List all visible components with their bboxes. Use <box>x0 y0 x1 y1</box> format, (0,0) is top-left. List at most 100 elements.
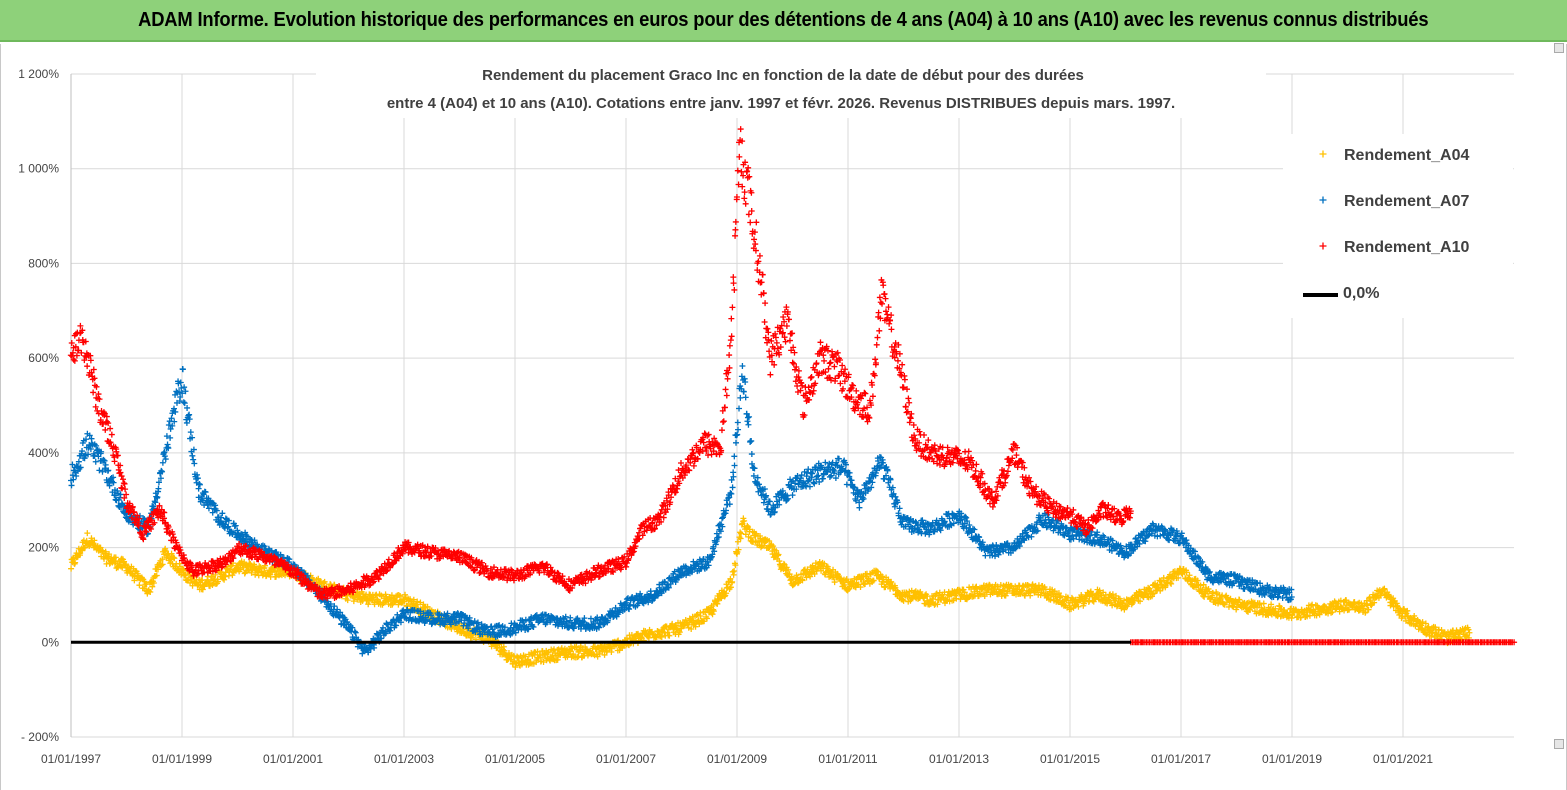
data-point <box>732 562 739 569</box>
chart-frame: - 200% 0% 200% 400% 600% 800% 1 000% 1 200% 01/0… <box>0 43 1567 790</box>
data-point <box>147 589 154 596</box>
data-point <box>112 554 119 561</box>
data-point <box>456 624 463 631</box>
data-point <box>154 566 161 573</box>
data-point <box>744 522 751 529</box>
x-tick-label: 01/01/2011 <box>818 752 877 766</box>
data-point <box>789 492 796 499</box>
data-point <box>150 579 157 586</box>
data-point <box>638 634 645 641</box>
data-point <box>735 426 742 433</box>
series-layer <box>67 126 1518 671</box>
data-point <box>195 485 202 492</box>
x-tick-label: 01/01/2007 <box>596 752 656 766</box>
data-point <box>812 560 819 567</box>
data-point <box>397 592 404 599</box>
data-point <box>72 559 79 566</box>
data-point <box>240 564 247 571</box>
data-point <box>1002 592 1009 599</box>
data-point <box>159 459 166 466</box>
data-point <box>623 635 630 642</box>
data-point <box>814 473 821 480</box>
data-point <box>248 569 255 576</box>
chart-banner: ADAM Informe. Evolution historique des p… <box>0 0 1567 42</box>
data-point <box>780 560 787 567</box>
y-tick-label: 400% <box>28 446 59 460</box>
data-point <box>84 530 91 537</box>
data-point <box>703 615 710 622</box>
data-point <box>798 472 805 479</box>
y-tick-label: 800% <box>28 256 59 270</box>
data-point <box>745 421 752 428</box>
data-point <box>757 544 764 551</box>
data-point <box>596 650 603 657</box>
data-point <box>734 538 741 545</box>
y-tick-label: 200% <box>28 541 59 555</box>
data-point <box>352 592 359 599</box>
y-tick-label: 0% <box>42 635 60 649</box>
data-point <box>973 583 980 590</box>
data-point <box>96 467 103 474</box>
data-point <box>136 582 143 589</box>
data-point <box>187 429 194 436</box>
axis-layer: - 200%0%200%400%600%800%1 000%1 200%01/0… <box>18 67 1433 766</box>
data-point <box>97 544 104 551</box>
x-tick-label: 01/01/2003 <box>374 752 434 766</box>
data-point <box>525 656 532 663</box>
x-tick-label: 01/01/2009 <box>707 752 767 766</box>
data-point <box>107 425 114 432</box>
data-point <box>737 529 744 536</box>
data-point <box>1018 587 1025 594</box>
data-point <box>219 510 226 517</box>
data-point <box>870 577 877 584</box>
data-point <box>882 584 889 591</box>
data-point <box>666 632 673 639</box>
data-point <box>857 584 864 591</box>
data-point <box>727 584 734 591</box>
data-point <box>149 583 156 590</box>
data-point <box>321 578 328 585</box>
data-point <box>843 576 850 583</box>
data-point <box>718 595 725 602</box>
data-point <box>414 598 421 605</box>
data-point <box>803 574 810 581</box>
data-point <box>714 600 721 607</box>
data-point <box>785 566 792 573</box>
x-tick-label: 01/01/2005 <box>485 752 545 766</box>
data-point <box>90 389 97 396</box>
data-point <box>180 566 187 573</box>
data-point <box>729 578 736 585</box>
data-point <box>775 551 782 558</box>
x-tick-label: 01/01/2015 <box>1040 752 1100 766</box>
data-point <box>159 556 166 563</box>
data-point <box>619 645 626 652</box>
x-tick-label: 01/01/1997 <box>41 752 101 766</box>
y-tick-label: 1 200% <box>18 67 59 81</box>
data-point <box>841 581 848 588</box>
grid-layer <box>70 73 1514 738</box>
data-point <box>1004 588 1011 595</box>
data-point <box>664 629 671 636</box>
x-tick-label: 01/01/2021 <box>1373 752 1433 766</box>
data-point <box>742 394 749 401</box>
data-point <box>731 568 738 575</box>
data-point <box>417 599 424 606</box>
data-point <box>831 579 838 586</box>
data-point <box>512 664 519 671</box>
data-point <box>710 608 717 615</box>
data-point <box>252 571 259 578</box>
data-point <box>68 565 75 572</box>
data-point <box>748 451 755 458</box>
data-point <box>570 651 577 658</box>
data-point <box>84 363 91 370</box>
data-point <box>981 593 988 600</box>
data-point <box>727 575 734 582</box>
data-point <box>189 452 196 459</box>
data-point <box>123 561 130 568</box>
data-point <box>806 483 813 490</box>
data-point <box>217 569 224 576</box>
data-point <box>540 659 547 666</box>
data-point <box>697 612 704 619</box>
x-tick-label: 01/01/2013 <box>929 752 989 766</box>
data-point <box>676 629 683 636</box>
